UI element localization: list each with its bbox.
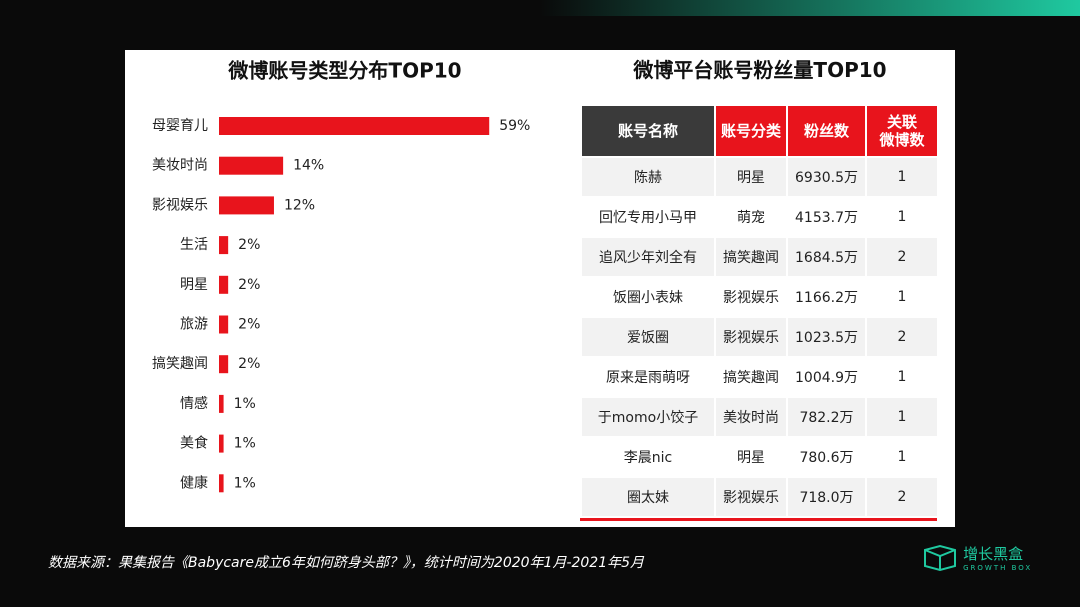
bar: [219, 355, 229, 374]
chart-title: 微博账号类型分布TOP10: [227, 59, 461, 83]
category-label: 旅游: [180, 317, 208, 333]
bar: [219, 315, 229, 334]
table-cell: 1: [897, 289, 907, 305]
table-row: 追风少年刘全有 搞笑趣闻 1684.5万 2: [582, 238, 937, 276]
header-cell: 账号分类: [716, 106, 786, 156]
table-cell: 4153.7万: [795, 210, 858, 226]
table-cell: 搞笑趣闻: [716, 238, 786, 276]
table-cell: 影视娱乐: [723, 290, 779, 306]
table-cell: 1: [867, 398, 937, 436]
category-label: 美妆时尚: [152, 158, 208, 174]
category-label: 美食: [180, 435, 208, 452]
table-cell: 780.6万: [799, 450, 854, 466]
table-cell: 782.2万: [788, 398, 865, 436]
table-cell: 萌宠: [737, 210, 765, 226]
table-cell: 影视娱乐: [716, 318, 786, 356]
logo: 增长黑盒 GROWTH BOX: [922, 543, 1032, 572]
bar: [219, 196, 274, 215]
category-label: 明星: [180, 277, 208, 293]
table-cell: 影视娱乐: [716, 478, 786, 516]
logo-sub: GROWTH BOX: [963, 564, 1033, 572]
table-row: 回忆专用小马甲 萌宠 4153.7万 1: [582, 198, 937, 236]
table-row: 李晨nic 明星 780.6万 1: [582, 438, 937, 476]
value-label: 1%: [234, 475, 256, 491]
table-cell: 饭圈小表妹: [613, 290, 683, 306]
table-row: 原来是雨萌呀 搞笑趣闻 1004.9万 1: [582, 358, 937, 396]
table-cell: 追风少年刘全有: [582, 238, 714, 276]
value-label: 59%: [499, 118, 530, 134]
value-label: 2%: [238, 356, 260, 372]
bar: [219, 434, 224, 453]
logo-text: 增长黑盒: [963, 545, 1024, 563]
value-label: 14%: [293, 158, 324, 174]
bar: [219, 117, 490, 135]
value-label: 2%: [238, 277, 260, 293]
value-label: 2%: [238, 317, 260, 333]
table-cell: 爱饭圈: [582, 318, 714, 356]
table-cell: 明星: [716, 158, 786, 196]
table-rule: [580, 518, 937, 521]
table-row: 陈赫 明星 6930.5万 1: [582, 158, 937, 196]
table-cell: 1: [897, 369, 907, 385]
table-row: 于momo小饺子 美妆时尚 782.2万 1: [582, 398, 937, 436]
table-row: 饭圈小表妹 影视娱乐 1166.2万 1: [582, 278, 937, 316]
category-label: 母婴育儿: [152, 118, 208, 134]
header-cell: 粉丝数: [788, 106, 865, 156]
bar: [219, 275, 229, 294]
value-label: 2%: [238, 237, 260, 253]
table-row: 圈太妹 影视娱乐 718.0万 2: [582, 478, 937, 516]
table-cell: 1: [867, 158, 937, 196]
table-cell: 搞笑趣闻: [723, 370, 779, 386]
table-cell: 6930.5万: [788, 158, 865, 196]
top-bar: [540, 0, 1080, 16]
table-cell: 1: [897, 449, 907, 465]
table-cell: 1166.2万: [795, 290, 858, 306]
table-cell: 于momo小饺子: [582, 398, 714, 436]
header-row: 账号名称 账号分类 粉丝数 关联 微博数: [582, 106, 937, 156]
table-cell: 1: [897, 209, 907, 225]
category-label: 生活: [180, 237, 208, 253]
category-label: 搞笑趣闻: [152, 356, 208, 372]
value-label: 1%: [234, 396, 256, 412]
value-label: 1%: [234, 436, 256, 452]
table-cell: 李晨nic: [623, 450, 673, 466]
table-cell: 1004.9万: [795, 370, 858, 386]
category-label: 情感: [180, 395, 208, 412]
table-cell: 2: [867, 238, 937, 276]
table-cell: 2: [867, 318, 937, 356]
table-cell: 2: [867, 478, 937, 516]
category-label: 健康: [180, 474, 208, 491]
table-cell: 回忆专用小马甲: [599, 210, 697, 226]
category-label: 影视娱乐: [152, 197, 208, 213]
table-cell: 美妆时尚: [716, 398, 786, 436]
bar: [219, 394, 224, 413]
table-title: 微博平台账号粉丝量TOP10: [633, 58, 887, 82]
table-cell: 圈太妹: [582, 478, 714, 516]
table-cell: 1023.5万: [788, 318, 865, 356]
table: 账号名称 账号分类 粉丝数 关联 微博数 陈赫 明星 6930.5万 1 回忆专用小马甲 萌宠 41…: [580, 104, 939, 518]
table-cell: 陈赫: [582, 158, 714, 196]
table-row: 爱饭圈 影视娱乐 1023.5万 2: [582, 318, 937, 356]
value-label: 12%: [284, 197, 315, 213]
bar: [219, 156, 284, 175]
table-cell: 原来是雨萌呀: [606, 370, 690, 386]
logo-icon: [924, 544, 956, 571]
table-cell: 1684.5万: [788, 238, 865, 276]
source-note: 数据来源：果集报告《Babycare成立6年如何跻身头部？》，统计时间为2020…: [48, 555, 645, 571]
bar: [219, 474, 224, 493]
table-cell: 718.0万: [788, 478, 865, 516]
bar: [219, 236, 229, 255]
header-cell: 账号名称: [582, 106, 714, 156]
table-cell: 明星: [737, 450, 765, 466]
header-cell: 关联 微博数: [867, 106, 937, 156]
